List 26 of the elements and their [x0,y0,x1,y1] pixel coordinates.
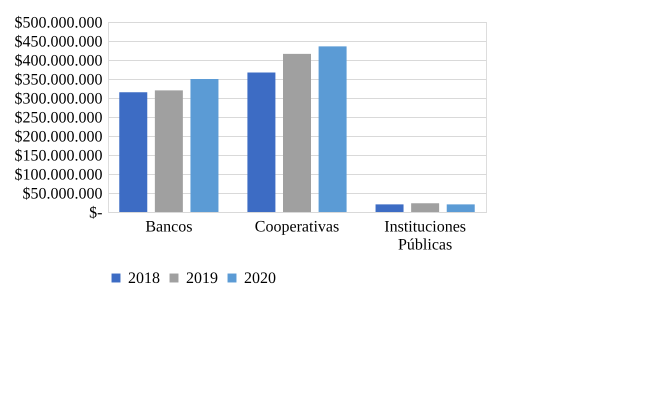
bar [154,90,183,212]
y-tick-label: $350.000.000 [14,72,102,88]
bar [119,92,148,212]
y-tick-label: $400.000.000 [14,52,102,70]
y-tick-label: $200.000.000 [14,128,102,146]
x-tick-label: Instituciones Públicas [384,218,466,254]
y-tick-label: $50.000.000 [22,186,102,202]
legend-label: 2020 [244,270,276,287]
bar [190,79,218,212]
y-tick-label: $100.000.000 [14,166,102,184]
y-tick-label: $- [89,204,102,222]
y-tick-label: $300.000.000 [14,90,102,108]
y-tick-label: $150.000.000 [14,148,102,164]
legend-label: 2018 [128,270,160,287]
bar [318,46,347,212]
bar [376,204,404,212]
bar [247,72,276,212]
y-tick-label: $450.000.000 [14,34,102,50]
y-tick-label: $250.000.000 [14,110,102,126]
x-tick-label: Cooperativas [254,218,340,236]
x-tick-label: Bancos [145,218,192,236]
bar [411,203,440,212]
legend-label: 2019 [186,270,218,287]
y-tick-label: $500.000.000 [14,14,102,32]
bar [283,54,311,212]
bar [446,204,475,212]
